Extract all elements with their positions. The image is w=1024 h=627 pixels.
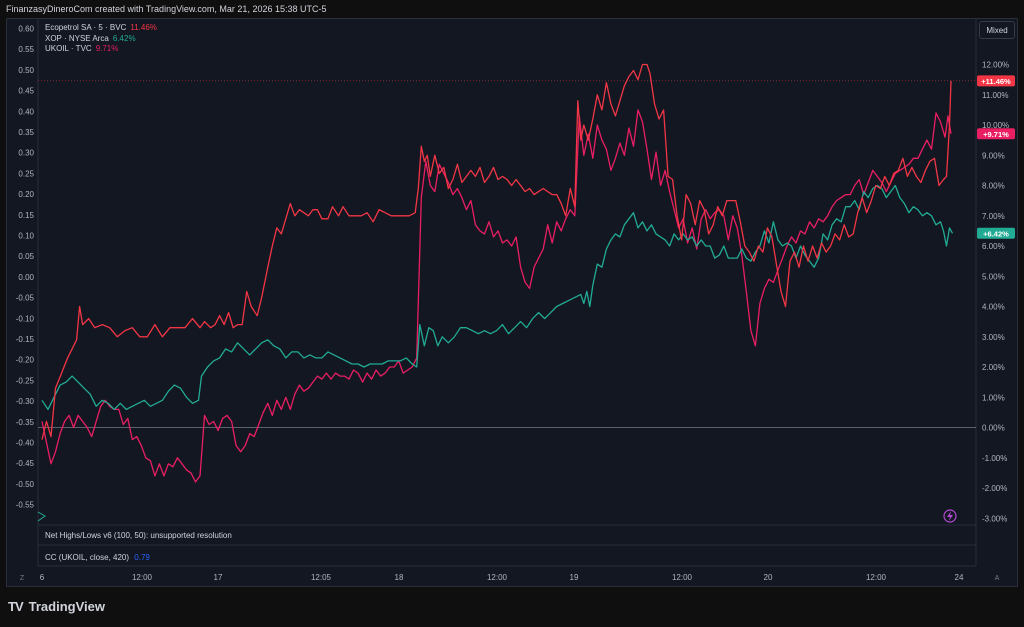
left-axis-tick: 0.45 (18, 87, 34, 96)
left-axis-tick: 0.30 (18, 149, 34, 158)
left-axis-tick: 0.10 (18, 232, 34, 241)
left-axis-tick: 0.20 (18, 190, 34, 199)
last-value-badge (977, 128, 1015, 140)
left-axis-tick: 0.60 (18, 25, 34, 34)
auto-scale-icon: A (995, 575, 1000, 582)
left-axis-tick: -0.45 (16, 459, 35, 468)
left-axis-tick: -0.50 (16, 480, 35, 489)
right-axis-tick: -3.00% (982, 514, 1007, 523)
left-axis-tick: 0.50 (18, 66, 34, 75)
legend-value: 9.71% (95, 44, 119, 53)
legend-value: 11.46% (130, 23, 157, 32)
left-axis-tick: -0.20 (16, 356, 35, 365)
left-axis-tick: -0.55 (16, 501, 35, 510)
left-axis-tick: -0.05 (16, 294, 35, 303)
time-axis-tick: 18 (395, 573, 404, 582)
right-axis-tick: -1.00% (982, 454, 1007, 463)
left-axis-tick: 0.15 (18, 211, 34, 220)
flash-icon (943, 509, 957, 523)
right-axis-tick: 4.00% (982, 303, 1005, 312)
time-axis-tick: 24 (955, 573, 964, 582)
series-line (41, 63, 952, 440)
left-axis-tick: -0.40 (16, 439, 35, 448)
indicator-cc[interactable]: CC (UKOIL, close, 420) 0.79 (45, 553, 150, 562)
time-axis-tick: 12:00 (487, 573, 508, 582)
last-value-text: +11.46% (981, 77, 1011, 86)
left-axis-tick: 0.55 (18, 45, 34, 54)
left-axis-tick: 0.40 (18, 107, 34, 116)
flash-icon-bolt (947, 511, 953, 521)
indicator-cc-value: 0.79 (134, 553, 150, 562)
time-axis-tick: 12:00 (672, 573, 693, 582)
time-axis-tick: 20 (764, 573, 773, 582)
left-axis-tick: -0.15 (16, 335, 35, 344)
series-lines (41, 63, 954, 483)
series-start-marker (37, 511, 46, 522)
scale-mode-button[interactable]: Mixed (979, 21, 1015, 39)
time-axis-tick: 12:00 (866, 573, 887, 582)
indicator-cc-label: CC (UKOIL, close, 420) (45, 553, 130, 562)
legend-label: Ecopetrol SA · 5 · BVC (45, 23, 127, 32)
right-axis-tick: 1.00% (982, 393, 1005, 402)
legend-label: UKOIL · TVC (45, 44, 92, 53)
right-axis: 12.00% 11.00% 10.00% 9.00% 8.00% 7.00% 6.00% 5.… (982, 61, 1009, 524)
right-axis-tick: 0.00% (982, 424, 1005, 433)
chart-header: FinanzasyDineroCom created with TradingV… (6, 4, 327, 14)
right-axis-tick: 3.00% (982, 333, 1005, 342)
series-line (41, 109, 952, 483)
left-axis-tick: -0.10 (16, 314, 35, 323)
right-axis-tick: 12.00% (982, 61, 1009, 70)
right-axis-tick: 11.00% (982, 91, 1009, 100)
last-value-badge (977, 75, 1015, 87)
left-axis-tick: 0.05 (18, 252, 34, 261)
right-axis-tick: 10.00% (982, 121, 1009, 130)
left-axis-tick: 0.00 (18, 273, 34, 282)
left-axis-tick: 0.25 (18, 169, 34, 178)
last-value-badge (977, 227, 1015, 239)
chart-legend: Ecopetrol SA · 5 · BVC 11.46% XOP · NYSE … (45, 23, 157, 55)
series-line (41, 184, 954, 411)
legend-value: 6.42% (112, 33, 136, 43)
legend-ecopetrol[interactable]: Ecopetrol SA · 5 · BVC 11.46% (45, 23, 157, 34)
left-axis-tick: 0.35 (18, 128, 34, 137)
right-axis-tick: 8.00% (982, 182, 1005, 191)
time-axis-tick: 19 (570, 573, 579, 582)
zoom-icon: Z (20, 575, 25, 582)
legend-xop[interactable]: XOP · NYSE Arca 6.42% (45, 34, 157, 45)
legend-ukoil[interactable]: UKOIL · TVC 9.71% (45, 44, 157, 55)
left-axis-tick: -0.30 (16, 397, 35, 406)
right-axis-tick: 9.00% (982, 151, 1005, 160)
left-axis-tick: -0.35 (16, 418, 35, 427)
tradingview-logo-icon: TV (8, 599, 24, 614)
right-axis-tick: 7.00% (982, 212, 1005, 221)
last-value-text: +6.42% (983, 229, 1009, 238)
right-axis-tick: 2.00% (982, 363, 1005, 372)
left-axis-tick: -0.25 (16, 376, 35, 385)
right-axis-tick: 6.00% (982, 242, 1005, 251)
tradingview-name: TradingView (28, 599, 105, 614)
time-axis-tick: 12:00 (132, 573, 153, 582)
left-axis: 0.60 0.55 0.50 0.45 0.40 0.35 0.30 0.25 0.20 0.15… (16, 25, 35, 510)
chart-decorations (37, 509, 957, 523)
time-axis-tick: 12:05 (311, 573, 332, 582)
indicator-net-highs-lows[interactable]: Net Highs/Lows v6 (100, 50): unsupported… (45, 531, 232, 540)
right-axis-tick: -2.00% (982, 484, 1007, 493)
chart-frame (6, 18, 1018, 587)
right-axis-tick: 5.00% (982, 272, 1005, 281)
time-axis: 6 12:00 17 12:05 18 12:00 19 12:00 20 12:00 24 Z A (20, 573, 1000, 582)
time-axis-tick: 17 (214, 573, 223, 582)
last-value-labels: +11.46% +6.42% +9.71% (977, 75, 1015, 239)
legend-label: XOP · NYSE Arca (45, 33, 109, 43)
tradingview-brand[interactable]: TV TradingView (8, 599, 105, 614)
time-axis-tick: 6 (40, 573, 45, 582)
chart-grid (37, 19, 977, 567)
last-value-text: +9.71% (983, 130, 1009, 139)
